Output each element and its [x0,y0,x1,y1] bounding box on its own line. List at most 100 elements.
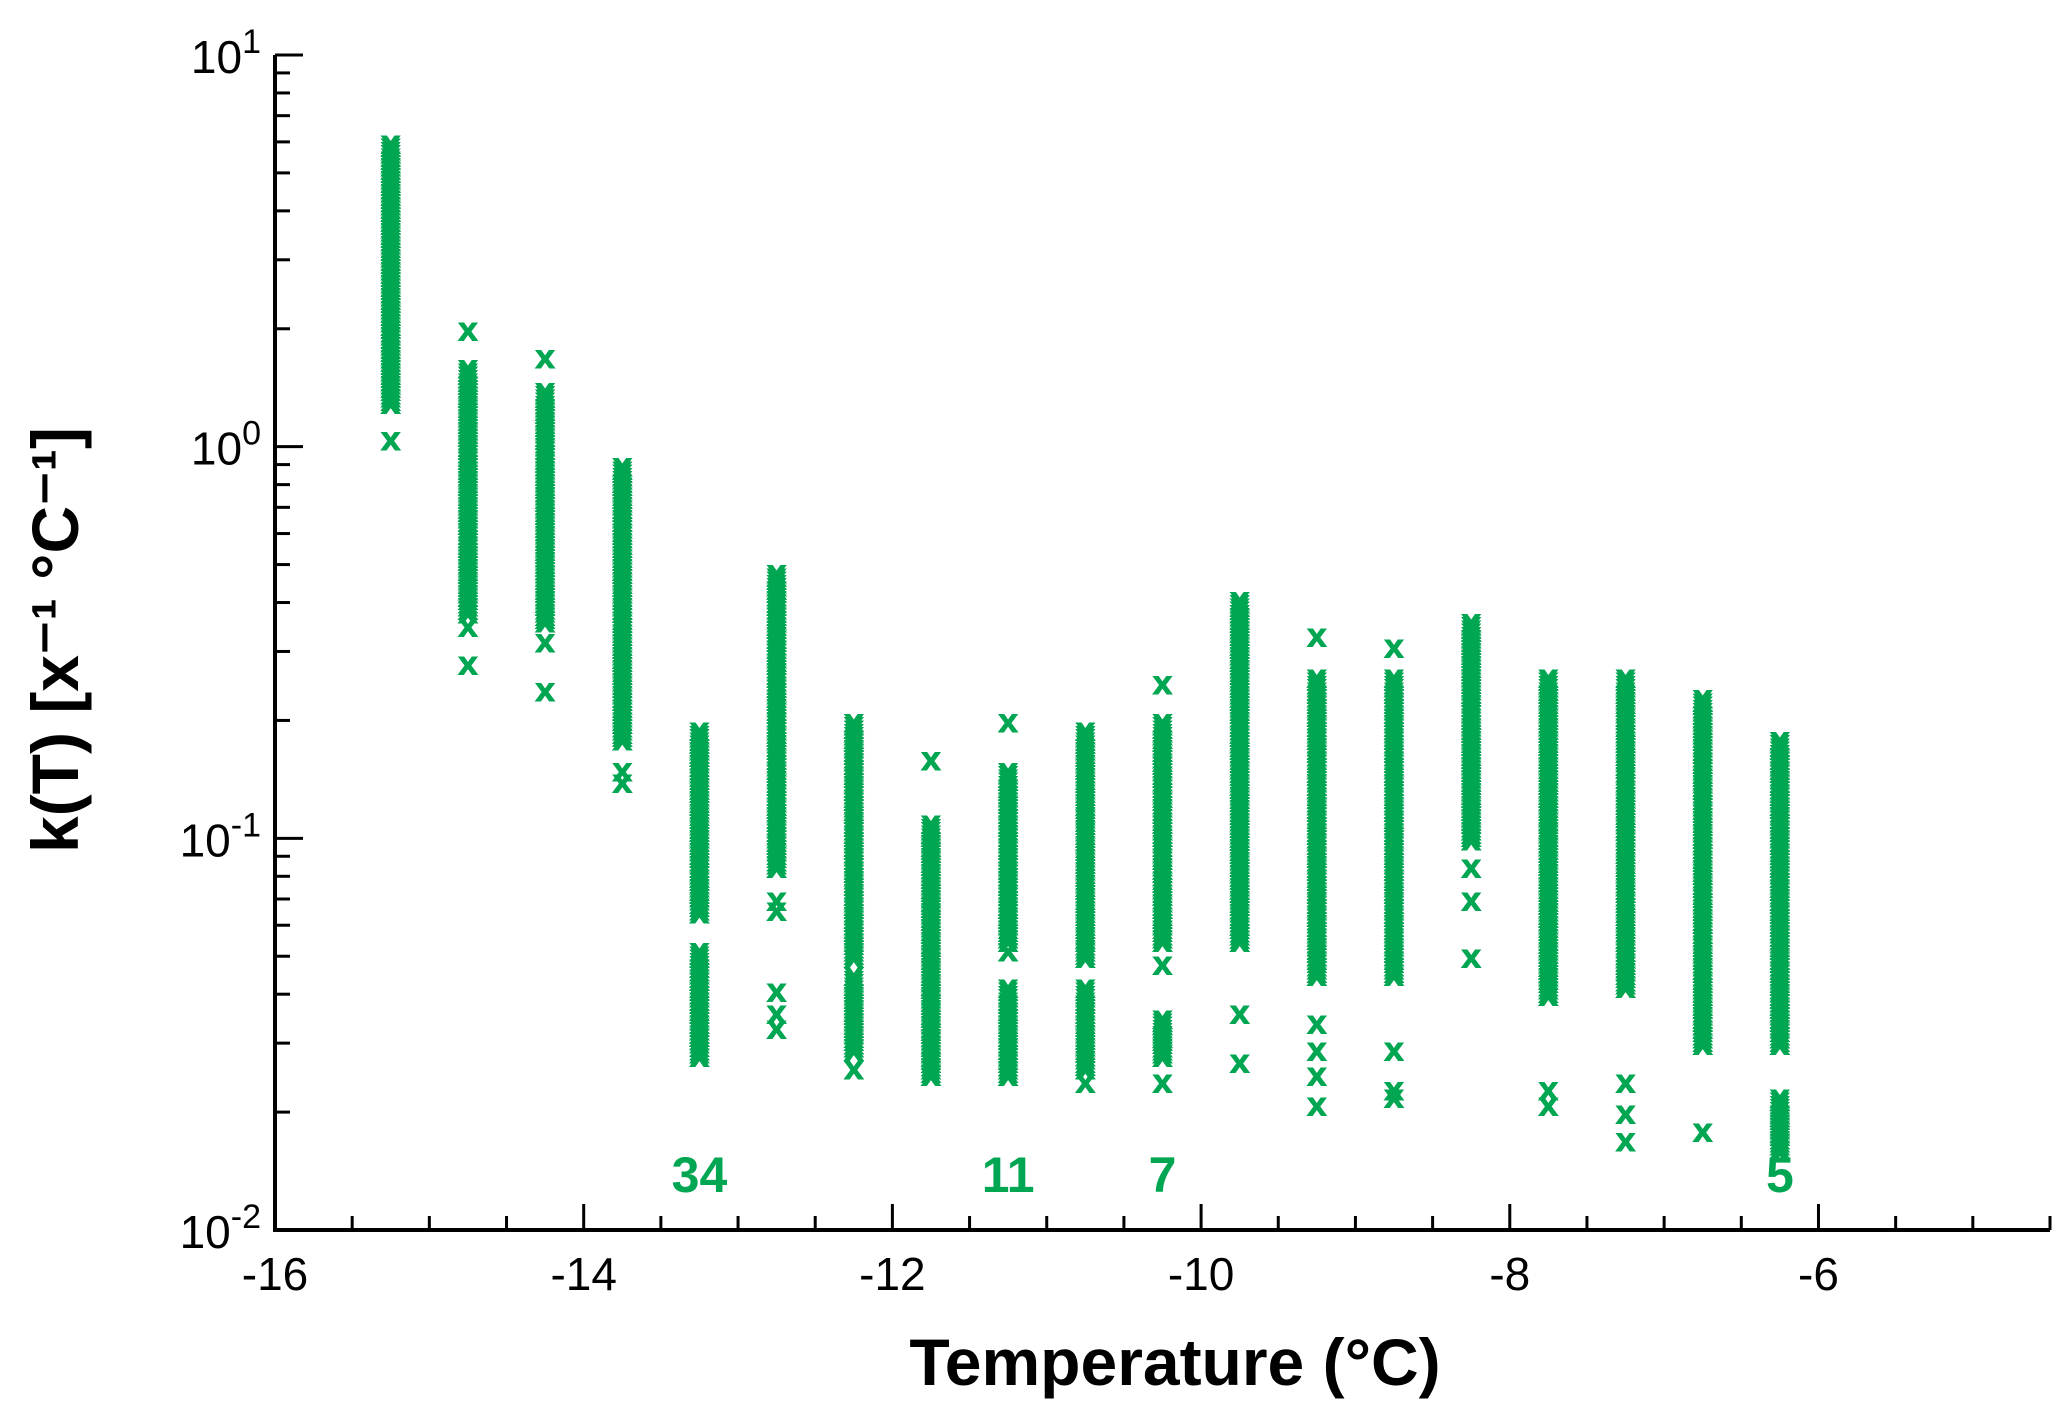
data-point: x [380,224,402,264]
data-point: x [534,566,556,606]
data-point: x [457,498,479,538]
data-point: x [534,517,556,557]
data-point: x [380,253,402,293]
data-point: x [457,384,479,424]
data-point: x [534,406,556,446]
data-point: x [380,178,402,218]
data-point: x [380,168,402,208]
data-point: x [457,390,479,430]
data-point: x [1537,657,1559,697]
data-point: x [534,549,556,589]
data-point: x [611,716,633,756]
data-point: x [380,149,402,189]
data-point: x [457,416,479,456]
data-point: x [457,491,479,531]
data-point: x [457,468,479,508]
data-point: x [380,133,402,173]
data-point: x [380,419,402,459]
data-point: x [380,256,402,296]
data-point: x [457,455,479,495]
data-point: x [457,367,479,407]
data-point: x [534,585,556,625]
data-point: x [380,328,402,368]
data-point: x [534,393,556,433]
data-point: x [457,527,479,567]
data-point: x [534,494,556,534]
data-point: x [380,198,402,238]
count-annotation: 34 [672,1147,728,1203]
data-point: x [380,373,402,413]
data-point: x [534,559,556,599]
data-point: x [457,556,479,596]
data-point: x [534,569,556,609]
data-point: x [1152,701,1174,741]
data-point: x [380,139,402,179]
data-point: x [457,358,479,398]
data-point: x [380,347,402,387]
data-point: x [380,360,402,400]
data-point: x [534,458,556,498]
data-point: x [457,410,479,450]
data-point: x [380,165,402,205]
data-point: x [1615,1121,1637,1161]
data-point: x [380,266,402,306]
data-point: x [380,311,402,351]
data-point: x [380,338,402,378]
data-point: x [534,510,556,550]
data-point: x [1229,993,1251,1033]
data-point: x [534,426,556,466]
data-point: x [457,514,479,554]
data-point: x [534,530,556,570]
data-point: x [534,579,556,619]
data-point: x [534,601,556,641]
data-point: x [1306,657,1328,697]
data-point: x [534,429,556,469]
data-point: x [380,263,402,303]
data-point: x [380,383,402,423]
data-point: x [534,514,556,554]
data-point: x [534,387,556,427]
data-point: x [380,298,402,338]
data-point: x [457,563,479,603]
data-point: x [611,687,633,727]
x-tick-label: -8 [1489,1248,1530,1300]
data-point: x [457,439,479,479]
data-point: x [688,710,710,750]
data-point: x [457,377,479,417]
y-axis-title: k(T) [x⁻¹ °C⁻¹] [18,427,92,853]
data-point: x [611,446,633,486]
data-point: x [534,442,556,482]
data-point: x [380,380,402,420]
data-point: x [534,504,556,544]
data-point: x [534,337,556,377]
data-point: x [457,504,479,544]
data-point: x [1692,1111,1714,1151]
y-tick-label: 10-1 [180,806,261,866]
data-point: x [534,536,556,576]
data-point: x [1074,710,1096,750]
data-point: x [611,706,633,746]
data-point: x [534,501,556,541]
data-point: x [457,501,479,541]
data-point: x [380,162,402,202]
data-point: x [380,250,402,290]
data-point: x [380,282,402,322]
data-point: x [380,354,402,394]
data-point: x [534,403,556,443]
data-point: x [457,547,479,587]
data-point: x [534,520,556,560]
data-point: x [534,377,556,417]
x-tick-label: -6 [1798,1248,1839,1300]
data-point: x [1460,880,1482,920]
data-point: x [1074,1062,1096,1102]
data-point: x [457,573,479,613]
data-point: x [843,1048,865,1088]
data-point: x [380,233,402,273]
data-point: x [457,361,479,401]
data-point: x [380,207,402,247]
data-point: x [457,582,479,622]
data-point: x [457,426,479,466]
data-point: x [380,123,402,163]
data-point: x [920,955,942,995]
data-point: x [534,416,556,456]
